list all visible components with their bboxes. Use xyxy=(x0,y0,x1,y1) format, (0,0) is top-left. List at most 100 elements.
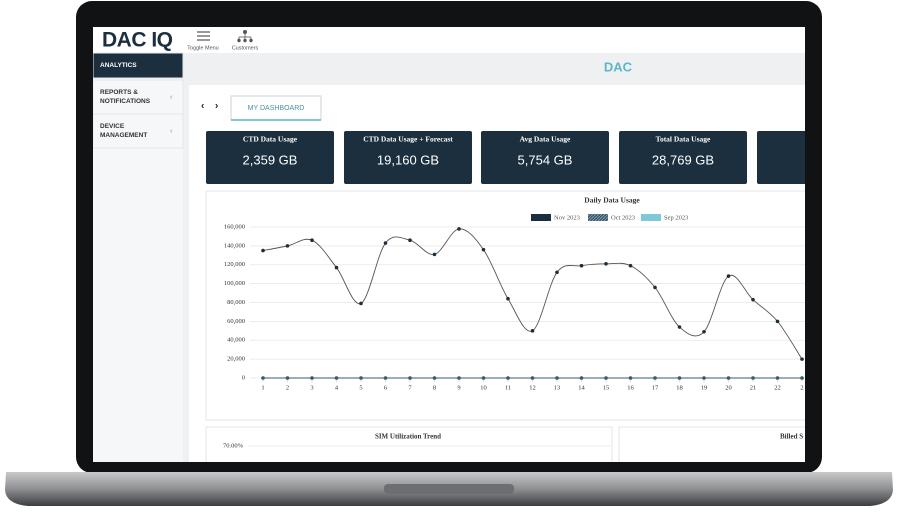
y-tick-label: 100,000 xyxy=(224,280,245,287)
sidebar-label[interactable]: MANAGEMENT xyxy=(100,132,147,139)
laptop-notch xyxy=(384,484,514,494)
y-tick-label: 140,000 xyxy=(224,242,245,249)
legend-label: Oct 2023 xyxy=(611,214,635,221)
x-tick-label: 9 xyxy=(457,384,460,391)
data-point xyxy=(285,244,290,248)
data-point xyxy=(555,376,559,380)
data-point xyxy=(800,357,804,361)
tab[interactable] xyxy=(230,95,322,121)
kpi-title: CTD Data Usage xyxy=(243,135,298,144)
data-point xyxy=(383,376,388,380)
data-point xyxy=(481,376,486,380)
toggle-icon[interactable] xyxy=(197,31,210,41)
data-point xyxy=(726,376,731,380)
sidebar-label[interactable]: REPORTS & xyxy=(100,89,138,96)
sidebar-item[interactable] xyxy=(93,113,184,149)
header-title: DAC xyxy=(604,59,633,74)
customers-icon[interactable] xyxy=(237,29,253,43)
kpi-value: 28,769 GB xyxy=(652,152,714,167)
sidebar-label[interactable]: DEVICE xyxy=(100,123,125,130)
panel-title: SIM Utilization Trend xyxy=(375,433,441,441)
x-tick-label: 19 xyxy=(701,384,708,391)
data-point xyxy=(653,376,657,380)
legend-label: Sep 2023 xyxy=(664,214,688,221)
data-point xyxy=(457,227,461,231)
legend-swatch xyxy=(641,214,661,221)
toolbar-label[interactable]: Customers xyxy=(232,45,259,51)
x-tick-label: 15 xyxy=(603,384,610,391)
data-point xyxy=(702,329,706,334)
data-point xyxy=(775,376,780,380)
data-point xyxy=(310,376,314,380)
data-point xyxy=(555,270,559,275)
y-tick-label: 160,000 xyxy=(224,223,245,230)
kpi-card xyxy=(206,131,334,184)
data-point xyxy=(261,376,265,380)
data-point xyxy=(432,376,437,380)
data-point xyxy=(457,376,461,380)
tab-label[interactable]: MY DASHBOARD xyxy=(248,105,305,112)
y-tick-label: 40,000 xyxy=(227,337,245,344)
legend-swatch xyxy=(588,214,608,221)
data-point xyxy=(677,376,682,380)
chart-panel xyxy=(205,190,805,421)
data-point xyxy=(359,301,363,306)
logo: DAC IQ xyxy=(102,29,173,52)
x-tick-label: 4 xyxy=(335,384,339,391)
data-point xyxy=(285,376,290,380)
x-tick-label: 16 xyxy=(627,384,634,391)
toolbar-label[interactable]: Toggle Menu xyxy=(187,45,219,51)
x-tick-label: 21 xyxy=(750,384,757,391)
data-point xyxy=(310,238,314,243)
x-tick-label: 2 xyxy=(286,384,289,391)
legend-label: Nov 2023 xyxy=(554,214,580,221)
x-tick-label: 10 xyxy=(480,384,487,391)
data-point xyxy=(726,274,731,278)
data-point xyxy=(579,376,584,380)
data-point xyxy=(432,252,437,257)
data-point xyxy=(334,376,339,380)
screen: ‹ › DAC IQ Toggle Menu Customers DAC MY DASH… xyxy=(93,27,805,462)
panel-title: Billed S xyxy=(780,433,803,441)
top-bar xyxy=(93,27,805,53)
data-point xyxy=(383,241,388,245)
data-point xyxy=(800,376,804,380)
nav-prev[interactable]: ‹ xyxy=(201,101,204,112)
kpi-title: Total Data Usage xyxy=(656,135,711,144)
x-tick-label: 2 xyxy=(800,384,803,391)
data-point xyxy=(408,376,412,380)
y-tick-label: 0 xyxy=(242,374,245,381)
sidebar-label[interactable]: ANALYTICS xyxy=(100,62,137,69)
data-point xyxy=(530,376,535,380)
kpi-title: Avg Data Usage xyxy=(520,135,571,144)
nav-next[interactable]: › xyxy=(215,101,218,112)
x-tick-label: 13 xyxy=(554,384,561,391)
kpi-value: 2,359 GB xyxy=(243,152,298,167)
data-point xyxy=(334,265,339,270)
sidebar-item[interactable] xyxy=(93,52,184,79)
sidebar-chevron: ‹ xyxy=(170,94,173,101)
kpi-value: 19,160 GB xyxy=(377,152,439,167)
data-point xyxy=(628,263,633,268)
data-point xyxy=(359,376,363,380)
kpi-card xyxy=(481,131,609,184)
data-point xyxy=(653,285,657,290)
data-point xyxy=(604,262,608,266)
data-point xyxy=(628,376,633,380)
data-point xyxy=(506,296,510,301)
data-point xyxy=(702,376,706,380)
chart-title: Daily Data Usage xyxy=(584,196,640,205)
legend-swatch xyxy=(531,214,551,221)
y-tick-label: 120,000 xyxy=(224,261,245,268)
data-point xyxy=(261,248,265,253)
kpi-value: 5,754 GB xyxy=(518,152,573,167)
sidebar-label[interactable]: NOTIFICATIONS xyxy=(100,98,151,105)
sidebar-chevron: ‹ xyxy=(170,128,173,135)
x-tick-label: 20 xyxy=(725,384,732,391)
x-tick-label: 8 xyxy=(433,384,436,391)
kpi-title: CTD Data Usage + Forecast xyxy=(363,135,453,144)
x-tick-label: 18 xyxy=(676,384,683,391)
kpi-card xyxy=(344,131,472,184)
x-tick-label: 14 xyxy=(578,384,585,391)
